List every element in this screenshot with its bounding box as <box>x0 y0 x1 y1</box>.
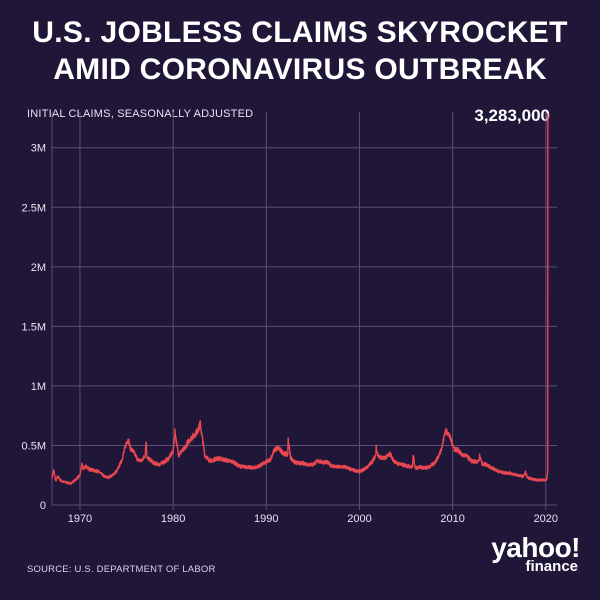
series-group <box>51 113 549 486</box>
y-tick-label: 2.5M <box>22 202 46 214</box>
x-tick-label: 1980 <box>161 513 185 525</box>
x-tick-label: 2000 <box>347 513 371 525</box>
x-tick-label: 2020 <box>534 513 558 525</box>
series-line <box>51 114 549 486</box>
chart-subtitle: INITIAL CLAIMS, SEASONALLY ADJUSTED <box>27 108 254 120</box>
chart-title-line-1: U.S. JOBLESS CLAIMS SKYROCKET <box>32 16 568 49</box>
x-tick-label: 2010 <box>440 513 464 525</box>
logo-line-1: yahoo! <box>491 532 580 563</box>
y-tick-label: 1M <box>31 381 46 393</box>
y-tick-label: 0 <box>40 500 46 512</box>
peak-value-label: 3,283,000 <box>474 106 550 125</box>
y-tick-label: 1.5M <box>22 321 46 333</box>
source-note: SOURCE: U.S. DEPARTMENT OF LABOR <box>27 564 216 575</box>
x-tick-label: 1990 <box>254 513 278 525</box>
logo-line-2: finance <box>525 558 578 575</box>
chart-title-line-2: AMID CORONAVIRUS OUTBREAK <box>53 53 547 86</box>
data-point-peak <box>547 113 549 115</box>
y-tick-label: 0.5M <box>22 440 46 452</box>
grid-lines <box>51 112 557 510</box>
y-tick-label: 2M <box>31 262 46 274</box>
chart-title: U.S. JOBLESS CLAIMS SKYROCKET AMID CORON… <box>0 14 600 88</box>
x-tick-label: 1970 <box>68 513 92 525</box>
y-axis-tick-labels: 0 0.5M 1M 1.5M 2M 2.5M 3M <box>22 143 46 512</box>
yahoo-finance-logo: yahoo! finance <box>462 532 580 575</box>
x-axis-tick-labels: 1970 1980 1990 2000 2010 2020 <box>68 513 558 525</box>
y-tick-label: 3M <box>31 143 46 155</box>
